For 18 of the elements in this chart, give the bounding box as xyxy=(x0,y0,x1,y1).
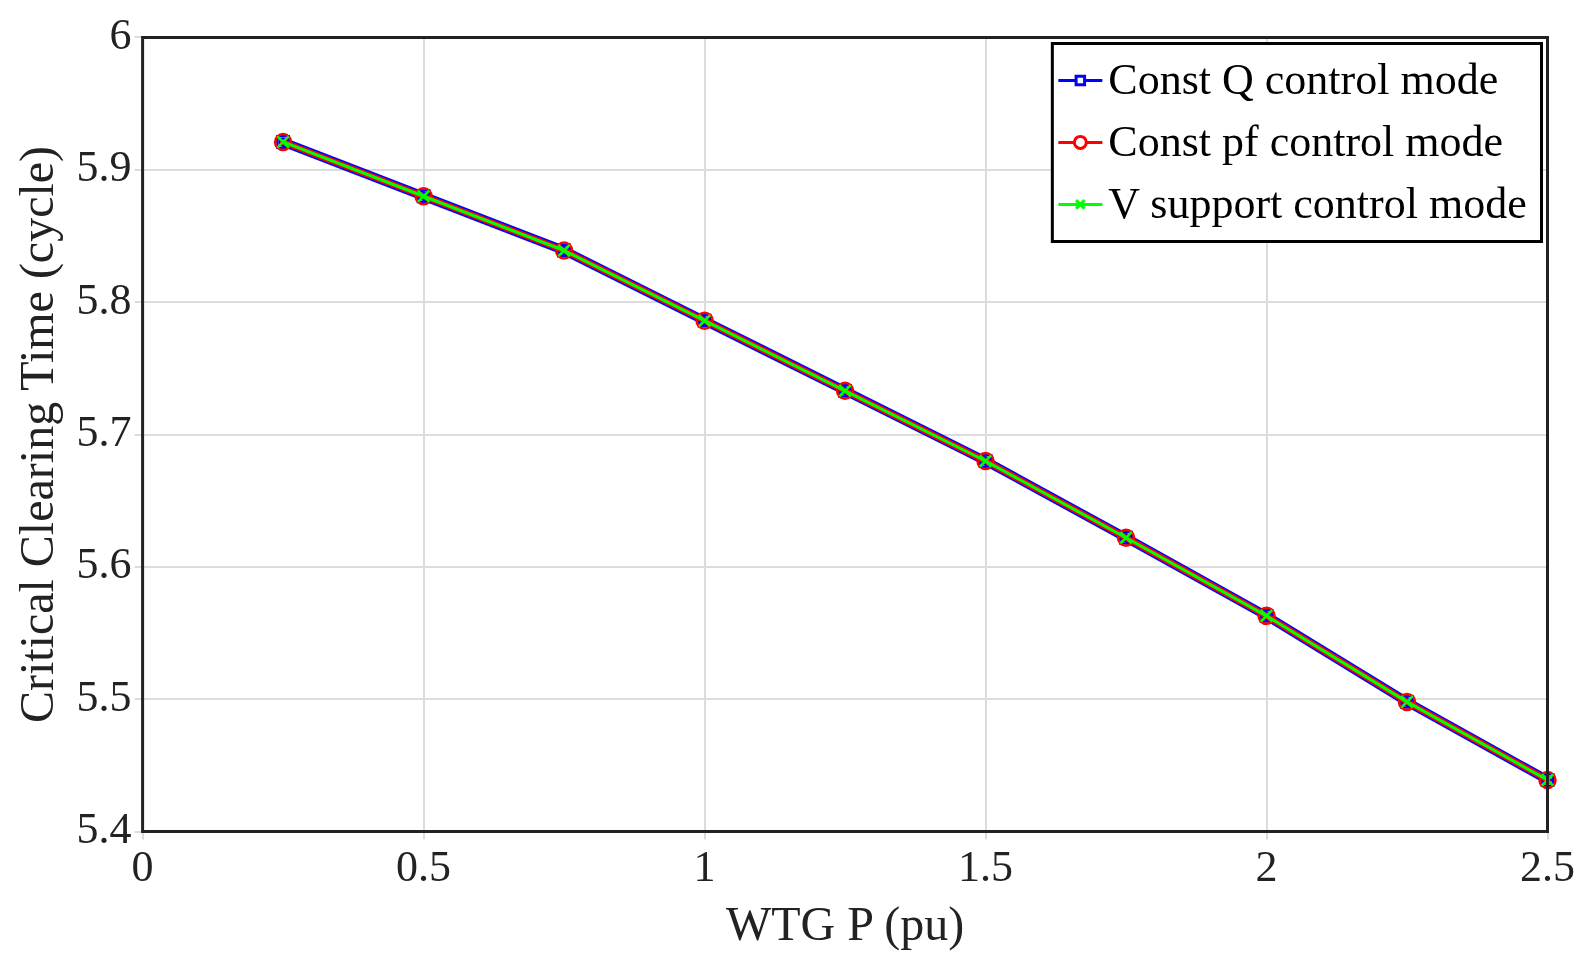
y-tick-label: 5.4 xyxy=(76,804,132,854)
x-tick-label: 0 xyxy=(131,841,154,891)
y-tick-label: 5.9 xyxy=(76,142,132,192)
legend-label: Const Q control mode xyxy=(1108,54,1499,104)
y-tick-label: 6 xyxy=(109,9,132,59)
x-tick-label: 0.5 xyxy=(396,841,452,891)
y-tick-label: 5.6 xyxy=(76,539,132,589)
legend-label: Const pf control mode xyxy=(1108,116,1504,166)
y-axis-title: Critical Clearing Time (cycle) xyxy=(10,145,65,724)
x-tick-label: 2 xyxy=(1255,841,1278,891)
x-axis-title: WTG P (pu) xyxy=(725,896,965,951)
legend-label: V support control mode xyxy=(1108,178,1527,228)
x-tick-label: 1.5 xyxy=(958,841,1014,891)
y-tick-label: 5.7 xyxy=(76,407,132,457)
x-tick-label: 1 xyxy=(693,841,716,891)
y-tick-label: 5.5 xyxy=(76,671,132,721)
x-tick-label: 2.5 xyxy=(1520,841,1575,891)
y-tick-label: 5.8 xyxy=(76,274,132,324)
